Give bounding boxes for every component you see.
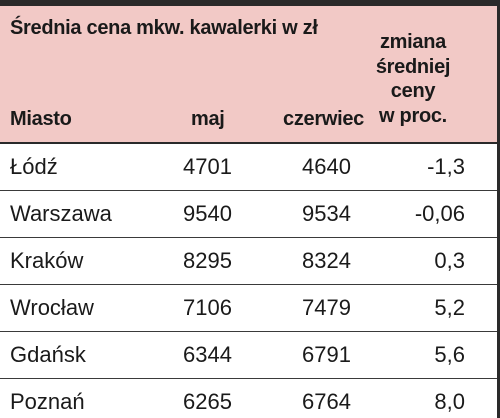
city-cell: Gdańsk — [10, 342, 86, 367]
column-header-change-line: średniej — [375, 55, 451, 78]
table-row: Wrocław 7106 7479 5,2 — [0, 285, 497, 332]
column-header-change-line: ceny — [390, 80, 436, 102]
june-price-cell: 6791 — [302, 342, 351, 367]
change-cell: 5,6 — [434, 342, 465, 367]
change-cell: -1,3 — [427, 154, 465, 179]
column-header-change-line: zmiana — [379, 31, 446, 53]
change-cell: 0,3 — [434, 248, 465, 273]
table-title: Średnia cena mkw. kawalerki w zł — [10, 17, 318, 39]
column-header-change: zmiana średniej ceny w proc. — [353, 30, 473, 128]
june-price-cell: 4640 — [302, 154, 351, 179]
column-header-june: czerwiec — [283, 108, 364, 130]
city-cell: Łódź — [10, 154, 58, 179]
june-price-cell: 7479 — [302, 295, 351, 320]
table-row: Poznań 6265 6764 8,0 — [0, 379, 497, 418]
june-price-cell: 9534 — [302, 201, 351, 226]
column-header-change-line: w proc. — [379, 104, 447, 127]
city-cell: Wrocław — [10, 295, 94, 320]
may-price-cell: 9540 — [183, 201, 232, 226]
table-row: Kraków 8295 8324 0,3 — [0, 238, 497, 285]
city-cell: Kraków — [10, 248, 84, 273]
change-cell: -0,06 — [414, 201, 465, 226]
may-price-cell: 7106 — [183, 295, 232, 320]
may-price-cell: 6265 — [183, 389, 232, 414]
column-header-may: maj — [191, 108, 225, 130]
may-price-cell: 6344 — [183, 342, 232, 367]
change-cell: 5,2 — [434, 295, 465, 320]
table-row: Gdańsk 6344 6791 5,6 — [0, 332, 497, 379]
city-cell: Poznań — [10, 389, 85, 414]
may-price-cell: 4701 — [183, 154, 232, 179]
column-header-city: Miasto — [10, 108, 72, 130]
may-price-cell: 8295 — [183, 248, 232, 273]
table-header: Średnia cena mkw. kawalerki w zł Miasto … — [0, 6, 497, 144]
change-cell: 8,0 — [434, 389, 465, 414]
city-cell: Warszawa — [10, 201, 112, 226]
table-row: Warszawa 9540 9534 -0,06 — [0, 191, 497, 238]
june-price-cell: 8324 — [302, 248, 351, 273]
top-rule — [0, 0, 497, 6]
june-price-cell: 6764 — [302, 389, 351, 414]
table-row: Łódź 4701 4640 -1,3 — [0, 144, 497, 191]
